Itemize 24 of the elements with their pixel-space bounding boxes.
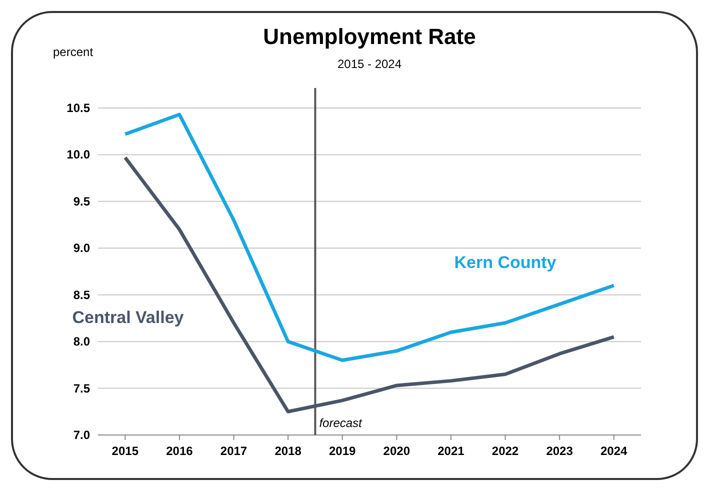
y-tick-label: 8.0 xyxy=(73,334,90,349)
x-tick-label: 2016 xyxy=(166,444,194,458)
y-tick-label: 10.0 xyxy=(66,148,90,162)
chart-subtitle: 2015 - 2024 xyxy=(337,57,402,71)
x-tick-label: 2019 xyxy=(329,444,356,458)
x-tick-label: 2021 xyxy=(438,444,465,458)
text: Central Valley xyxy=(72,308,184,327)
y-tick-label: 7.5 xyxy=(73,381,90,396)
x-tick-label: 2023 xyxy=(546,444,574,458)
y-tick-label: 8.5 xyxy=(73,288,90,302)
x-tick-label: 2018 xyxy=(274,444,302,458)
y-axis-title: percent xyxy=(53,45,94,59)
y-tick-label: 10.5 xyxy=(66,101,90,115)
x-tick-label: 2017 xyxy=(220,444,248,458)
x-tick-label: 2024 xyxy=(600,444,628,458)
y-tick-label: 9.0 xyxy=(73,241,90,256)
x-tick-label: 2022 xyxy=(492,444,519,458)
y-tick-label: 7.0 xyxy=(73,428,90,442)
series-label: Kern County xyxy=(454,252,557,272)
x-tick-label: 2015 xyxy=(112,444,139,458)
x-tick-label: 2020 xyxy=(383,444,410,458)
y-tick-label: 9.5 xyxy=(73,194,90,208)
ref-line-label: forecast xyxy=(319,416,363,430)
chart-title: Unemployment Rate xyxy=(263,24,476,49)
